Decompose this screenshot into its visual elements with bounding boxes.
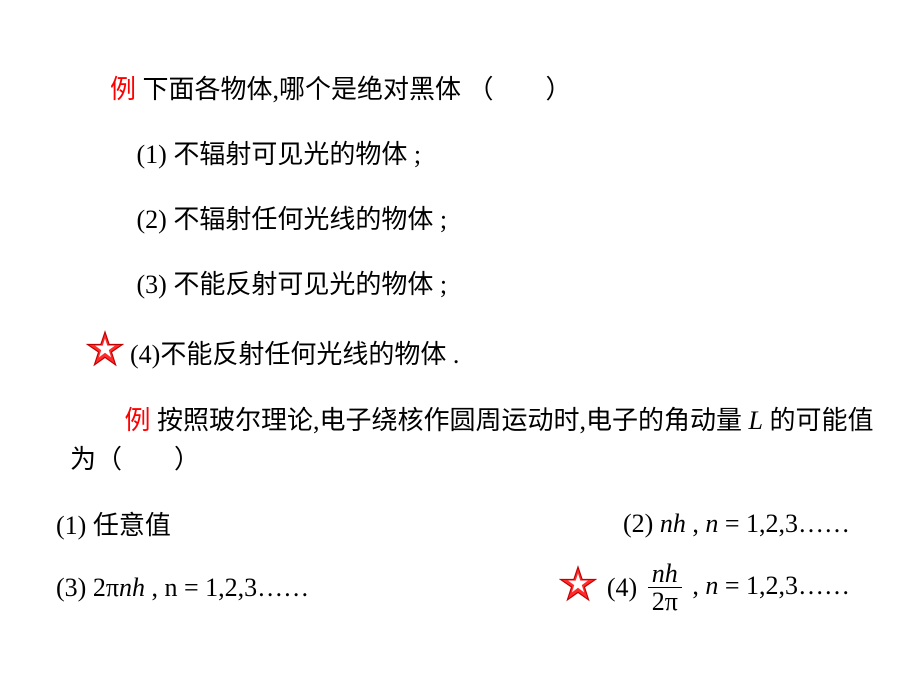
q2-option-2: (2) nh , n = 1,2,3…… [623, 509, 890, 539]
correct-star-icon [86, 330, 130, 379]
q1-stem-text: 下面各物体,哪个是绝对黑体 （ ） [143, 75, 572, 104]
q1-stem: 例 下面各物体,哪个是绝对黑体 （ ） [30, 70, 890, 109]
option-number: (3) [137, 270, 167, 299]
option-number: (2) [137, 205, 167, 234]
option-text: 不能反射任何光线的物体 . [160, 335, 459, 374]
option-number: (4) [130, 335, 160, 374]
option-math: nh , n = 1,2,3…… [660, 509, 850, 539]
q1-option-2: (2) 不辐射任何光线的物体 ; [30, 200, 890, 239]
example-label: 例 [125, 406, 151, 435]
q2-options-row-1: (1) 任意值 (2) nh , n = 1,2,3…… [30, 505, 890, 542]
option-number: (2) [623, 509, 653, 539]
correct-star-icon [559, 565, 603, 610]
option-number: (3) [56, 573, 86, 603]
q2-option-3: (3) 2πnh , n = 1,2,3…… [30, 573, 309, 603]
option-text: 任意值 [93, 511, 171, 540]
q2-options-row-2: (3) 2πnh , n = 1,2,3…… (4) nh2π , n = 1,… [30, 560, 890, 616]
option-number: (4) [607, 573, 637, 603]
q1-option-4: (4) 不能反射任何光线的物体 . [30, 330, 890, 379]
option-text: 不能反射可见光的物体 ; [173, 270, 447, 299]
q1-option-3: (3) 不能反射可见光的物体 ; [30, 265, 890, 304]
q2-stem: 例 按照玻尔理论,电子绕核作圆周运动时,电子的角动量 L 的可能值为（ ） [30, 401, 890, 479]
option-number: (1) [56, 511, 86, 540]
slide-page: 例 下面各物体,哪个是绝对黑体 （ ） (1) 不辐射可见光的物体 ; (2) … [0, 0, 920, 690]
option-text: 不辐射任何光线的物体 ; [173, 205, 447, 234]
option-number: (1) [137, 140, 167, 169]
option-math: 2πnh , n = 1,2,3…… [93, 573, 309, 603]
q1-option-1: (1) 不辐射可见光的物体 ; [30, 135, 890, 174]
example-label: 例 [110, 75, 136, 104]
option-text: 不辐射可见光的物体 ; [173, 140, 421, 169]
option-math: nh2π , n = 1,2,3…… [644, 560, 850, 616]
q2-option-4: (4) nh2π , n = 1,2,3…… [559, 560, 890, 616]
q2-var: L [749, 406, 763, 435]
q2-option-1: (1) 任意值 [30, 505, 171, 542]
q2-stem-part1: 按照玻尔理论,电子绕核作圆周运动时,电子的角动量 [157, 406, 749, 435]
